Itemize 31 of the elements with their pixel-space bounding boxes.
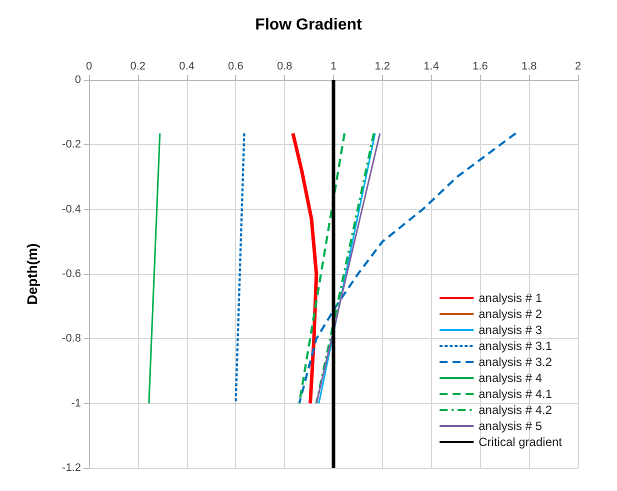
legend-label: analysis # 5 bbox=[478, 419, 542, 433]
legend-label: analysis # 4.2 bbox=[478, 403, 552, 417]
y-tick-label: -0.8 bbox=[62, 332, 81, 345]
x-tick-label: 0.8 bbox=[276, 60, 292, 72]
legend-label: analysis # 3 bbox=[478, 323, 542, 337]
line-series bbox=[291, 132, 318, 406]
legend-label: analysis # 1 bbox=[478, 291, 542, 305]
legend-label: analysis # 3.1 bbox=[478, 339, 552, 353]
y-tick-label: -0.4 bbox=[62, 203, 81, 216]
legend-label: analysis # 2 bbox=[478, 307, 542, 321]
y-axis-title: Depth(m) bbox=[24, 243, 40, 305]
x-tick-label: 0.4 bbox=[179, 60, 194, 72]
y-tick-label: 0 bbox=[74, 74, 81, 86]
legend-label: analysis # 3.2 bbox=[478, 355, 552, 369]
y-tick-label: -1 bbox=[71, 397, 81, 410]
x-tick-label: 0.2 bbox=[130, 60, 146, 72]
y-tick-label: -0.2 bbox=[62, 138, 81, 151]
x-tick-label: 2 bbox=[574, 60, 582, 72]
legend-label: Critical gradient bbox=[478, 435, 563, 449]
x-tick-label: 1.8 bbox=[521, 60, 537, 72]
y-tick-label: -1.2 bbox=[62, 462, 81, 474]
x-tick-label: 1 bbox=[330, 60, 337, 72]
x-tick-label: 1.4 bbox=[424, 60, 439, 72]
x-tick-label: 0 bbox=[86, 60, 92, 72]
x-tick-label: 1.6 bbox=[472, 60, 488, 72]
legend-label: analysis # 4.1 bbox=[478, 387, 552, 401]
legend-label: analysis # 4 bbox=[478, 371, 542, 385]
chart-title: Flow Gradient bbox=[255, 16, 363, 34]
x-tick-label: 0.6 bbox=[228, 60, 244, 72]
y-tick-label: -0.6 bbox=[62, 268, 81, 280]
x-tick-label: 1.2 bbox=[374, 60, 390, 72]
